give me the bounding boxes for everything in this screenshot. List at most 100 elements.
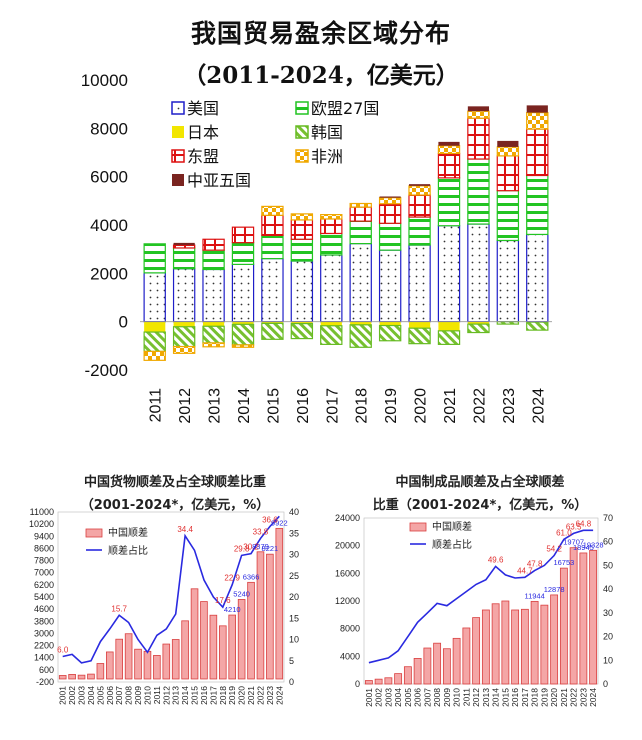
left-y-tick-label: 24000	[335, 513, 360, 523]
right-y-tick-label: 40	[289, 507, 299, 517]
chart-title: 我国贸易盈余区域分布	[190, 19, 451, 48]
bar	[275, 527, 284, 680]
bar-非洲	[408, 185, 431, 196]
bar-中亚五国	[408, 184, 431, 186]
x-tick-label: 2002	[67, 686, 77, 705]
left-y-tick-label: 7000	[34, 568, 54, 578]
bar-东盟	[261, 214, 284, 236]
x-tick-label: 2017	[324, 388, 341, 424]
x-tick-label: 2004	[393, 688, 403, 707]
line-value-label: 47.8	[527, 560, 543, 569]
plot-frame	[363, 517, 599, 685]
bar-韩国	[143, 331, 166, 352]
bar-韩国	[467, 323, 490, 334]
legend-swatch	[172, 174, 184, 186]
bar-非洲	[349, 202, 372, 208]
bar	[433, 642, 442, 685]
bar	[579, 552, 588, 685]
x-tick-label: 2020	[237, 686, 247, 705]
right-y-tick-label: 0	[289, 677, 294, 687]
bar-中亚五国	[438, 141, 460, 146]
bar-中亚五国	[379, 196, 401, 198]
x-tick-label: 2018	[530, 688, 540, 707]
bar	[200, 601, 208, 680]
bar	[472, 617, 481, 685]
right-y-tick-label: 0	[603, 679, 608, 689]
line-value-label: 63.5	[566, 522, 582, 531]
bar-美国	[143, 272, 166, 323]
x-tick-label: 2021	[442, 388, 459, 424]
left-y-tick-label: 4600	[34, 604, 54, 614]
left-y-tick-label: 7800	[34, 556, 54, 566]
bar-日本	[291, 321, 313, 324]
bar-非洲	[290, 213, 314, 221]
x-tick-label: 2005	[95, 686, 105, 705]
bar	[501, 600, 510, 685]
right-y-tick-label: 10	[289, 635, 299, 645]
bar	[171, 639, 180, 680]
bar-日本	[173, 321, 195, 327]
bar	[442, 648, 451, 685]
x-tick-label: 2011	[461, 688, 471, 707]
bar-韩国	[290, 323, 314, 340]
left-y-tick-label: 6200	[34, 580, 54, 590]
bar-韩国	[378, 324, 402, 342]
right-y-tick-label: 40	[603, 584, 613, 594]
bar	[143, 650, 152, 680]
x-tick-label: 2013	[207, 388, 224, 424]
bar	[162, 643, 171, 680]
left-y-tick-label: 11000	[30, 507, 54, 517]
legend-label: 美国	[187, 99, 219, 118]
x-tick-label: 2012	[161, 686, 171, 705]
legend-swatch	[171, 101, 185, 115]
right-y-tick-label: 70	[603, 513, 613, 523]
mfg-chart-title: 中国制成品顺差及占全球顺差	[395, 475, 565, 490]
bar-美国	[378, 249, 402, 323]
bar	[452, 637, 461, 685]
y-tick-label: 8000	[90, 119, 128, 138]
goods-chart-subtitle: （2001-2024*，亿美元，%）	[80, 498, 270, 513]
line-value-label: 6.0	[57, 646, 69, 655]
bar	[58, 675, 67, 680]
bar-value-label: 16753	[553, 558, 574, 567]
legend-label: 欧盟27国	[311, 99, 379, 118]
bar-韩国	[261, 322, 284, 340]
x-tick-label: 2020	[413, 388, 430, 424]
bar-欧盟27国	[349, 220, 372, 245]
x-tick-label: 2005	[403, 688, 413, 707]
x-tick-label: 2019	[539, 688, 549, 707]
bar-value-label: 9922	[271, 518, 288, 527]
bar	[530, 600, 539, 685]
x-tick-label: 2001	[364, 688, 374, 707]
left-y-tick-label: 600	[39, 665, 54, 675]
bar-欧盟27国	[290, 238, 314, 262]
bar	[589, 549, 598, 685]
bar	[384, 677, 393, 685]
legend-label: 非洲	[311, 147, 343, 166]
right-y-tick-label: 30	[603, 608, 613, 618]
bar-美国	[231, 263, 255, 323]
bar-美国	[202, 268, 225, 323]
legend-label: 日本	[187, 123, 219, 142]
bar-东盟	[320, 218, 343, 235]
x-tick-label: 2012	[177, 388, 194, 424]
x-tick-label: 2013	[481, 688, 491, 707]
left-y-tick-label: 2200	[34, 641, 54, 651]
bar-value-label: 6366	[243, 572, 260, 581]
share-line	[368, 529, 594, 664]
goods-chart-title: 中国货物顺差及占全球顺差比重	[83, 475, 266, 490]
x-tick-label: 2003	[77, 686, 87, 705]
bar-日本	[438, 321, 460, 331]
bar	[68, 674, 76, 680]
right-y-tick-label: 15	[289, 613, 299, 623]
legend-swatch	[171, 149, 185, 163]
right-y-tick-label: 5	[289, 656, 294, 666]
bar-value-label: 18945	[573, 543, 594, 552]
bar-value-label: 8379	[252, 542, 269, 551]
bar-东盟	[437, 152, 461, 179]
line-value-label: 33.8	[253, 527, 269, 536]
bar-欧盟27国	[408, 216, 431, 246]
left-y-tick-label: 8600	[34, 543, 54, 553]
x-tick-label: 2008	[124, 686, 134, 705]
y-tick-label: 0	[119, 313, 128, 332]
